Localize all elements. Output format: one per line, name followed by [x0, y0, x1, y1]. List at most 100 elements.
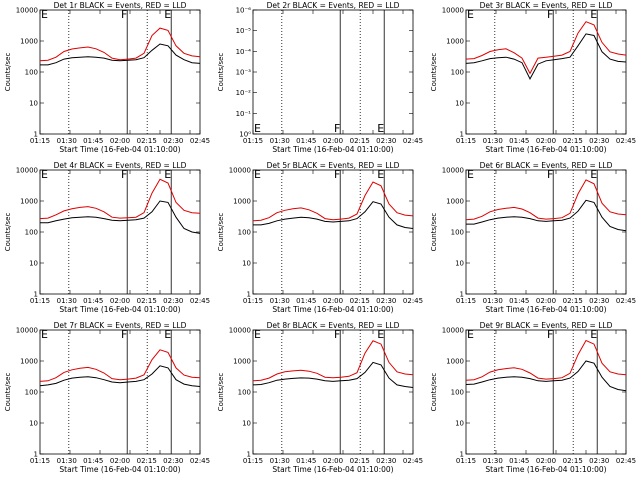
x-tick-label: 01:45: [509, 297, 529, 305]
marker-letter: E: [590, 8, 597, 21]
marker-letter: F: [547, 8, 553, 21]
x-tick-label: 01:15: [30, 457, 50, 465]
x-tick-label: 01:30: [57, 457, 77, 465]
y-tick-label: 100: [25, 229, 38, 237]
x-tick-label: 02:45: [190, 137, 210, 145]
panel-det-2r: Det 2r BLACK = Events, RED = LLD 10⁰ 10⁻¹ 1…: [217, 1, 423, 154]
y-tick-label: 1000: [446, 198, 464, 206]
x-tick-label: 02:00: [536, 297, 556, 305]
plot-frame: [465, 169, 627, 295]
y-tick-label: 1: [34, 291, 38, 299]
y-tick-label: 1000: [446, 358, 464, 366]
marker-letter: F: [334, 328, 340, 341]
marker-letter: F: [121, 8, 127, 21]
x-tick-label: 02:00: [110, 457, 130, 465]
y-tick-label: 10000: [442, 7, 464, 15]
x-tick-label: 02:45: [190, 297, 210, 305]
x-tick-label: 02:30: [163, 137, 183, 145]
y-tick-label: 10: [242, 420, 251, 428]
y-axis-label: Counts/sec: [430, 373, 438, 412]
plot-frame: [252, 329, 414, 455]
marker-letter: F: [547, 168, 553, 181]
x-tick-label: 02:45: [403, 297, 423, 305]
y-tick-label: 1: [34, 451, 38, 459]
y-tick-label: 10⁰: [239, 131, 251, 139]
x-tick-label: 02:45: [403, 457, 423, 465]
events-series-line: [40, 200, 201, 234]
x-tick-label: 02:15: [350, 137, 370, 145]
y-tick-label: 10: [455, 420, 464, 428]
x-tick-label: 02:45: [616, 297, 636, 305]
y-tick-label: 1: [460, 131, 464, 139]
x-tick-label: 01:45: [509, 137, 529, 145]
panel-det-4r: Det 4r BLACK = Events, RED = LLD 1 10 100 10…: [4, 161, 210, 314]
lld-series-line: [465, 179, 627, 221]
x-tick-label: 01:15: [243, 457, 263, 465]
panel-title: Det 1r BLACK = Events, RED = LLD: [54, 1, 187, 10]
y-axis-label: Counts/sec: [4, 213, 12, 252]
y-tick-label: 10000: [16, 7, 38, 15]
x-tick-label: 01:30: [270, 137, 290, 145]
panel-title: Det 8r BLACK = Events, RED = LLD: [267, 321, 400, 330]
x-tick-label: 01:15: [456, 457, 476, 465]
y-tick-label: 1000: [233, 358, 251, 366]
plot-frame: [252, 169, 414, 295]
x-tick-label: 02:15: [137, 457, 157, 465]
y-tick-label: 100: [238, 229, 251, 237]
x-tick-label: 02:30: [376, 297, 396, 305]
plot-frame: [39, 169, 201, 295]
x-tick-label: 02:45: [616, 137, 636, 145]
panel-title: Det 7r BLACK = Events, RED = LLD: [54, 321, 187, 330]
marker-letter: F: [121, 328, 127, 341]
x-axis-label: Start Time (16-Feb-04 01:10:00): [59, 465, 180, 474]
x-tick-label: 02:00: [536, 457, 556, 465]
y-tick-label: 10: [29, 420, 38, 428]
y-tick-label: 10: [242, 260, 251, 268]
marker-letter: E: [41, 168, 48, 181]
events-series-line: [40, 43, 201, 66]
panel-title: Det 9r BLACK = Events, RED = LLD: [480, 321, 613, 330]
y-axis-label: Counts/sec: [430, 213, 438, 252]
x-tick-label: 01:45: [83, 137, 103, 145]
marker-letter: E: [164, 168, 171, 181]
marker-letter: F: [334, 122, 340, 135]
x-axis-label: Start Time (16-Feb-04 01:10:00): [485, 465, 606, 474]
lld-series-line: [39, 349, 201, 382]
x-tick-label: 01:45: [83, 297, 103, 305]
x-axis-label: Start Time (16-Feb-04 01:10:00): [272, 465, 393, 474]
x-axis-label: Start Time (16-Feb-04 01:10:00): [485, 305, 606, 314]
lld-series-line: [252, 340, 414, 382]
x-tick-label: 02:15: [563, 297, 583, 305]
plot-frame: [465, 329, 627, 455]
y-tick-label: 1: [247, 291, 251, 299]
y-axis-label: Counts/sec: [4, 373, 12, 412]
x-tick-label: 01:30: [483, 297, 503, 305]
y-tick-label: 1000: [446, 38, 464, 46]
x-tick-label: 02:00: [536, 137, 556, 145]
x-tick-label: 01:15: [30, 297, 50, 305]
y-tick-label: 100: [238, 389, 251, 397]
marker-letter: F: [121, 168, 127, 181]
marker-letter: E: [41, 328, 48, 341]
x-tick-label: 02:30: [376, 457, 396, 465]
marker-letter: E: [467, 168, 474, 181]
marker-letter: E: [467, 8, 474, 21]
x-tick-label: 02:15: [563, 137, 583, 145]
y-tick-label: 1000: [20, 38, 38, 46]
marker-letter: F: [334, 168, 340, 181]
panel-title: Det 4r BLACK = Events, RED = LLD: [54, 161, 187, 170]
plot-frame: [39, 9, 201, 135]
x-tick-label: 01:45: [296, 297, 316, 305]
events-series-line: [252, 361, 414, 388]
lld-series-line: [39, 27, 201, 62]
marker-letter: E: [377, 328, 384, 341]
marker-letter: E: [590, 328, 597, 341]
x-tick-label: 01:30: [483, 137, 503, 145]
marker-letter: E: [254, 328, 261, 341]
y-tick-label: 10⁻²: [236, 89, 252, 97]
x-tick-label: 01:45: [296, 457, 316, 465]
plot-frame: [252, 9, 414, 135]
marker-letter: E: [254, 168, 261, 181]
marker-letter: F: [547, 328, 553, 341]
x-tick-label: 02:15: [350, 457, 370, 465]
